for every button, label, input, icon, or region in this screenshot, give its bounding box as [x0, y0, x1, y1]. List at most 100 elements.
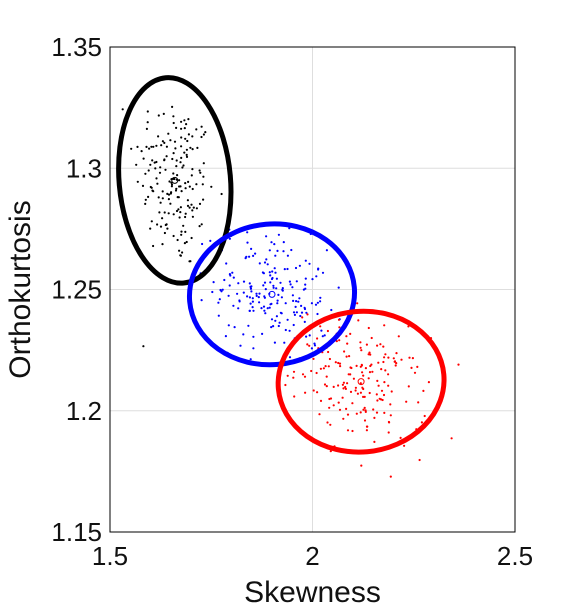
data-point [202, 198, 205, 201]
data-point [275, 277, 278, 280]
data-point [242, 280, 246, 283]
data-point [239, 344, 242, 347]
data-point [161, 243, 164, 246]
data-point [356, 302, 359, 305]
data-point [179, 254, 182, 257]
data-point [183, 242, 186, 245]
data-point [184, 212, 187, 215]
data-point [363, 406, 366, 409]
data-point [187, 118, 190, 121]
data-point [168, 180, 171, 183]
data-point [308, 344, 311, 347]
mean-marker [268, 290, 276, 298]
data-point [393, 360, 397, 363]
data-point [188, 185, 191, 188]
data-point [363, 395, 366, 398]
data-point [189, 260, 192, 263]
data-point [149, 227, 152, 230]
data-point [291, 286, 294, 289]
data-point [186, 204, 190, 207]
data-point [316, 337, 319, 340]
data-point [237, 282, 240, 285]
data-point [368, 391, 371, 395]
data-point [175, 165, 178, 168]
data-point [300, 311, 304, 314]
data-point [373, 416, 376, 419]
data-point [191, 215, 194, 218]
data-point [403, 444, 406, 447]
data-point [325, 385, 328, 388]
data-point [218, 298, 221, 301]
data-point [179, 161, 182, 164]
data-point [316, 391, 319, 394]
data-point [346, 342, 349, 345]
data-point [328, 357, 331, 361]
data-point [246, 295, 249, 298]
data-point [274, 271, 277, 274]
data-point [325, 375, 328, 378]
data-point [320, 329, 323, 332]
data-point [319, 367, 322, 370]
data-point [180, 127, 183, 130]
data-point [255, 292, 258, 295]
data-point [209, 239, 212, 242]
data-point [225, 262, 228, 265]
data-point [191, 168, 194, 171]
data-point [387, 384, 390, 387]
data-point [295, 280, 298, 283]
data-point [184, 137, 187, 140]
data-point [248, 296, 251, 299]
data-point [246, 241, 249, 244]
data-point [298, 264, 301, 267]
data-point [161, 217, 164, 220]
data-point [329, 423, 332, 426]
data-point [223, 278, 226, 282]
data-point [346, 429, 350, 432]
data-point [304, 391, 307, 394]
data-point [362, 374, 365, 377]
data-point [177, 208, 180, 211]
data-point [304, 283, 307, 286]
data-point [338, 339, 341, 342]
data-point [379, 343, 382, 346]
data-point [359, 341, 362, 344]
data-point [186, 139, 189, 143]
data-point [252, 254, 255, 257]
data-point [270, 326, 273, 329]
data-point [295, 311, 298, 314]
data-point [231, 271, 234, 274]
data-point [284, 383, 287, 387]
data-point [178, 179, 181, 182]
data-point [286, 254, 289, 257]
plot-frame [109, 46, 516, 533]
data-point [312, 389, 315, 392]
data-point [342, 387, 345, 390]
data-point [270, 241, 273, 244]
data-point [344, 387, 347, 390]
data-point [334, 361, 337, 364]
data-point [305, 311, 308, 314]
data-point [158, 211, 161, 214]
data-point [246, 231, 249, 234]
data-point [181, 166, 184, 169]
data-point [292, 370, 296, 373]
data-point [172, 152, 175, 155]
data-point [195, 183, 198, 186]
data-point [185, 148, 188, 151]
data-point [351, 402, 354, 405]
data-point [292, 311, 296, 314]
data-point [269, 281, 272, 284]
data-point [355, 412, 358, 415]
data-point [171, 105, 174, 108]
data-point [341, 383, 344, 386]
data-point [270, 318, 274, 321]
data-point [293, 395, 296, 398]
data-point [288, 329, 291, 332]
confidence-ellipse [186, 221, 358, 368]
data-point [227, 324, 230, 327]
data-point [306, 313, 309, 316]
data-point [163, 211, 166, 214]
data-point [263, 296, 266, 299]
data-point [365, 343, 368, 346]
data-point [323, 334, 326, 337]
